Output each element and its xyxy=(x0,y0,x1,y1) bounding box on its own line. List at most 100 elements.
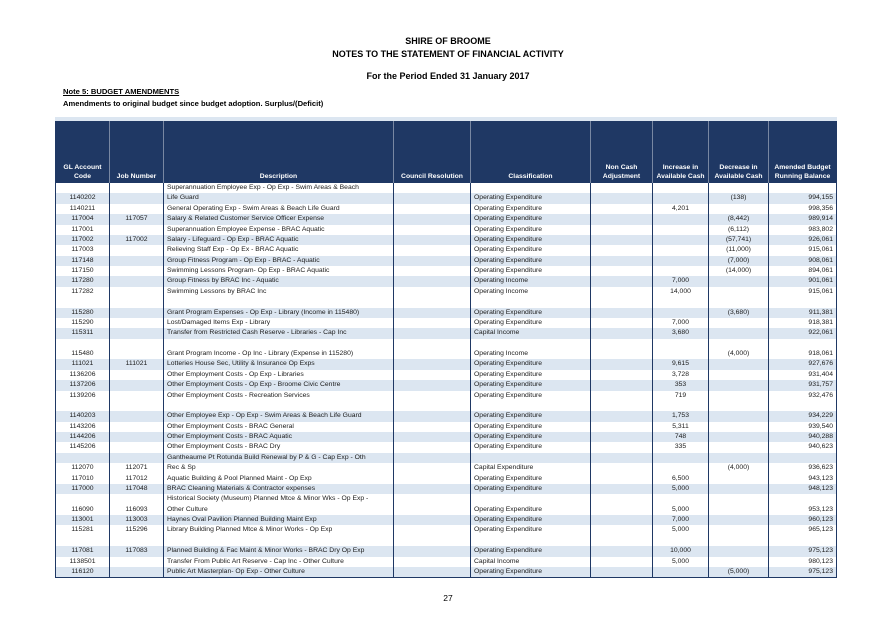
classification-cell: Operating Expenditure xyxy=(471,473,591,484)
increase-available-cash-cell xyxy=(653,307,709,318)
organisation-title: SHIRE OF BROOME xyxy=(405,36,491,46)
council-resolution-cell xyxy=(394,504,471,515)
council-resolution-cell xyxy=(394,400,471,412)
non-cash-adjustment-cell xyxy=(591,349,653,360)
non-cash-adjustment-cell xyxy=(591,203,653,215)
table-row: 117001 Superannuation Employee Expense -… xyxy=(56,224,836,235)
council-resolution-cell xyxy=(394,390,471,401)
increase-available-cash-cell xyxy=(653,297,709,308)
non-cash-adjustment-cell xyxy=(591,483,653,495)
classification-cell: Operating Expenditure xyxy=(471,442,591,453)
non-cash-adjustment-cell xyxy=(591,276,653,287)
description-cell: Life Guard xyxy=(164,193,394,204)
amended-budget-running-balance-cell: 931,404 xyxy=(808,370,833,378)
job-number-cell xyxy=(110,556,164,567)
amended-budget-running-balance-cell: 998,356 xyxy=(808,204,833,212)
job-number-cell xyxy=(110,380,164,391)
table-row: 113001 113003 Haynes Oval Pavilion Plann… xyxy=(56,515,836,526)
job-number-cell xyxy=(110,442,164,453)
classification-cell: Operating Expenditure xyxy=(471,317,591,329)
non-cash-adjustment-cell xyxy=(591,286,653,298)
classification-cell: Operating Expenditure xyxy=(471,411,591,422)
amended-budget-running-balance-cell: 939,540 xyxy=(808,422,833,430)
council-resolution-cell xyxy=(394,307,471,318)
table-row: Historical Society (Museum) Planned Mtce… xyxy=(56,494,836,505)
decrease-available-cash-cell xyxy=(709,535,769,547)
non-cash-adjustment-cell xyxy=(591,556,653,567)
classification-cell: Operating Expenditure xyxy=(471,546,591,557)
decrease-available-cash-cell xyxy=(709,369,769,381)
gl-account-code-cell: 115311 xyxy=(56,328,110,339)
decrease-available-cash-cell xyxy=(709,515,769,526)
non-cash-adjustment-cell xyxy=(591,338,653,349)
non-cash-adjustment-cell xyxy=(591,504,653,515)
amended-budget-running-balance-cell xyxy=(769,339,836,349)
header-description: Description xyxy=(164,121,394,183)
description-cell: Other Employment Costs - BRAC General xyxy=(164,421,394,432)
gl-account-code-cell: 115480 xyxy=(56,349,110,360)
non-cash-adjustment-cell xyxy=(591,297,653,308)
amended-budget-running-balance-cell: 975,123 xyxy=(808,567,833,575)
increase-available-cash-cell xyxy=(653,214,709,225)
description-cell: Swimming Lessons by BRAC Inc xyxy=(164,286,394,298)
non-cash-adjustment-cell xyxy=(591,421,653,432)
increase-available-cash-cell: 7,000 xyxy=(653,317,709,329)
increase-available-cash-cell xyxy=(653,566,709,578)
amended-budget-running-balance-cell: 918,061 xyxy=(808,350,833,357)
job-number-cell xyxy=(110,494,164,505)
increase-available-cash-cell: 5,000 xyxy=(653,504,709,515)
job-number-cell xyxy=(110,255,164,266)
gl-account-code-cell: 115280 xyxy=(56,307,110,318)
table-row: 115290 Lost/Damaged Items Exp - Library … xyxy=(56,317,836,329)
amended-budget-running-balance-cell: 918,381 xyxy=(808,318,833,326)
decrease-available-cash-cell xyxy=(709,390,769,401)
decrease-available-cash-cell xyxy=(709,297,769,308)
table-row: 117282 Swimming Lessons by BRAC Inc Oper… xyxy=(56,286,836,298)
increase-available-cash-cell: 353 xyxy=(653,380,709,391)
note-heading: Note 5: BUDGET AMENDMENTS xyxy=(63,87,180,96)
classification-cell: Operating Expenditure xyxy=(471,193,591,204)
non-cash-adjustment-cell xyxy=(591,473,653,484)
description-cell: Historical Society (Museum) Planned Mtce… xyxy=(164,494,394,505)
gl-account-code-cell: 117001 xyxy=(56,224,110,235)
job-number-cell: 117002 xyxy=(110,234,164,246)
classification-cell: Operating Expenditure xyxy=(471,255,591,266)
table-row: 117000 117048 BRAC Cleaning Materials & … xyxy=(56,483,836,495)
classification-cell: Operating Income xyxy=(471,349,591,360)
table-row: 117003 Relieving Staff Exp - Op Ex - BRA… xyxy=(56,245,836,256)
non-cash-adjustment-cell xyxy=(591,515,653,526)
increase-available-cash-cell: 7,000 xyxy=(653,276,709,287)
non-cash-adjustment-cell xyxy=(591,359,653,370)
job-number-cell: 115296 xyxy=(110,525,164,536)
table-body: Superannuation Employee Exp - Op Exp - S… xyxy=(55,183,837,579)
amended-budget-running-balance-cell: 922,061 xyxy=(808,329,833,337)
decrease-available-cash-cell: (57,741) xyxy=(709,234,769,246)
non-cash-adjustment-cell xyxy=(591,214,653,225)
description-cell: Lotteries House Sec, Utility & Insurance… xyxy=(164,359,394,370)
non-cash-adjustment-cell xyxy=(591,224,653,235)
non-cash-adjustment-cell xyxy=(591,525,653,536)
description-cell: Public Art Masterplan- Op Exp - Other Cu… xyxy=(164,566,394,578)
non-cash-adjustment-cell xyxy=(591,400,653,412)
amended-budget-running-balance-cell: 934,229 xyxy=(808,412,833,420)
amended-budget-running-balance-cell: 948,123 xyxy=(808,484,833,492)
report-title: NOTES TO THE STATEMENT OF FINANCIAL ACTI… xyxy=(332,49,564,59)
non-cash-adjustment-cell xyxy=(591,193,653,204)
gl-account-code-cell: 1138501 xyxy=(56,556,110,567)
decrease-available-cash-cell xyxy=(709,525,769,536)
non-cash-adjustment-cell xyxy=(591,328,653,339)
amended-budget-running-balance-cell: 943,123 xyxy=(808,474,833,482)
classification-cell xyxy=(471,400,591,412)
amended-budget-running-balance-cell xyxy=(769,494,836,504)
header-council-resolution: Council Resolution xyxy=(394,121,471,183)
council-resolution-cell xyxy=(394,266,471,277)
amended-budget-running-balance-cell: 980,123 xyxy=(808,557,833,565)
amended-budget-running-balance-cell xyxy=(769,401,836,411)
table-row xyxy=(56,338,836,349)
gl-account-code-cell xyxy=(56,183,110,194)
non-cash-adjustment-cell xyxy=(591,234,653,246)
table-row: 1140202 Life Guard Operating Expenditure… xyxy=(56,193,836,204)
table-row: 117004 117057 Salary & Related Customer … xyxy=(56,214,836,225)
description-cell: Salary - Lifeguard - Op Exp - BRAC Aquat… xyxy=(164,234,394,246)
